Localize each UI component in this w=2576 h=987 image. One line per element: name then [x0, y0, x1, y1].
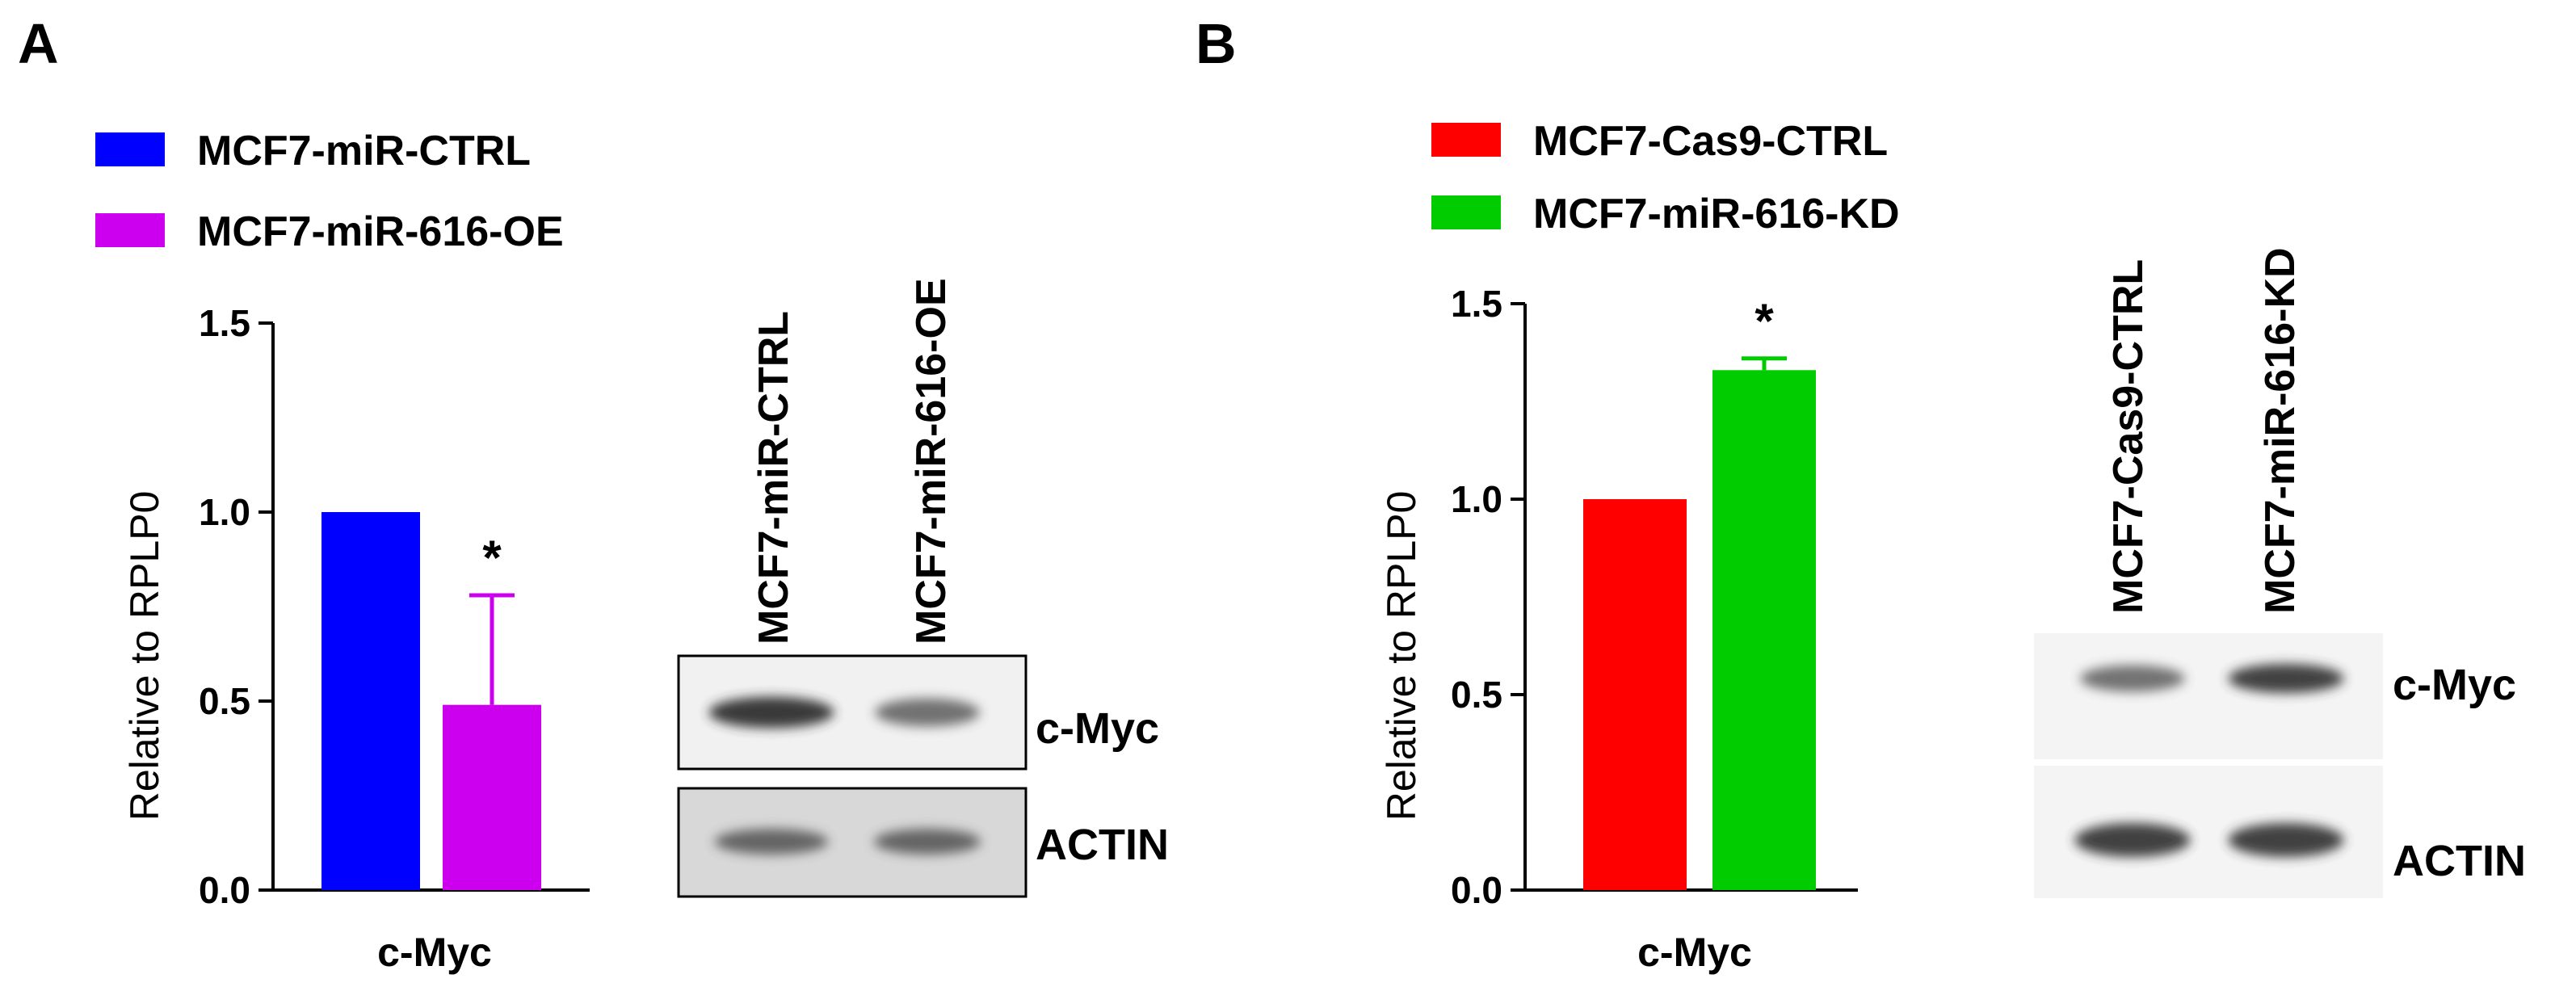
chart-b-bar-0	[1583, 499, 1687, 890]
chart-b-y-tick-label-2: 1.0	[1451, 478, 1502, 520]
blot-b-band-1-lane-0	[2074, 822, 2191, 858]
chart-a-significance-0: *	[482, 531, 502, 585]
blot-a-cmyc-label: c-Myc	[1036, 704, 1159, 753]
panel-a-y-axis-label: Relative to RPLP0	[122, 491, 167, 821]
chart-a-y-tick-label-1: 0.5	[199, 680, 250, 722]
panel-a-western-blot: MCF7-miR-CTRL MCF7-miR-616-OE c-Myc ACTI…	[677, 278, 1169, 898]
blot-a-lane-label-1: MCF7-miR-CTRL	[750, 311, 797, 645]
chart-b-y-tick-label-3: 1.5	[1451, 283, 1502, 325]
blot-b-actin-label: ACTIN	[2393, 837, 2526, 885]
panel-b-legend: MCF7-Cas9-CTRL MCF7-miR-616-KD	[1431, 118, 1900, 237]
panel-a-bar-chart: Relative to RPLP0 c-Myc 0.0 0.5 1.0 1.5 *	[122, 302, 590, 975]
blot-a-actin-label: ACTIN	[1036, 821, 1169, 869]
panel-a-letter: A	[18, 12, 59, 75]
chart-a-y-tick-label-0: 0.0	[199, 869, 250, 911]
legend-label-miR-616-KD: MCF7-miR-616-KD	[1533, 191, 1900, 237]
legend-swatch-Cas9-CTRL	[1431, 123, 1501, 157]
legend-label-miR-616-OE: MCF7-miR-616-OE	[197, 208, 564, 255]
chart-a-bar-1	[443, 704, 541, 890]
blot-b-band-0-lane-1	[2228, 663, 2344, 694]
blot-b-cmyc-membrane	[2034, 633, 2383, 759]
chart-b-significance-0: *	[1754, 294, 1774, 348]
panel-a-category-label: c-Myc	[377, 930, 492, 975]
legend-label-miR-CTRL: MCF7-miR-CTRL	[197, 128, 531, 174]
legend-swatch-miR-616-OE	[95, 213, 165, 247]
panel-a-legend: MCF7-miR-CTRL MCF7-miR-616-OE	[95, 128, 564, 255]
blot-a-band-1-lane-1	[874, 829, 981, 855]
blot-a-band-0-lane-0	[708, 696, 834, 729]
chart-a-y-tick-label-2: 1.0	[199, 491, 250, 533]
blot-a-band-1-lane-0	[714, 829, 829, 855]
blot-a-band-0-lane-1	[875, 698, 980, 727]
legend-swatch-miR-616-KD	[1431, 195, 1501, 229]
panel-b-letter: B	[1196, 12, 1237, 75]
blot-b-lane-label-1: MCF7-Cas9-CTRL	[2105, 259, 2152, 614]
blot-a-lane-label-2: MCF7-miR-616-OE	[908, 278, 955, 645]
blot-b-lane-label-2: MCF7-miR-616-KD	[2257, 247, 2304, 614]
panel-b-bar-chart: Relative to RPLP0 c-Myc 0.0 0.5 1.0 1.5 *	[1379, 283, 1858, 975]
legend-label-Cas9-CTRL: MCF7-Cas9-CTRL	[1533, 118, 1888, 165]
blot-b-band-0-lane-0	[2080, 665, 2185, 692]
chart-b-y-tick-label-0: 0.0	[1451, 869, 1502, 911]
blot-b-band-1-lane-1	[2228, 822, 2344, 858]
legend-swatch-miR-CTRL	[95, 132, 165, 166]
chart-a-bar-0	[321, 512, 420, 890]
chart-a-y-tick-label-3: 1.5	[199, 302, 250, 344]
panel-b-y-axis-label: Relative to RPLP0	[1379, 491, 1424, 821]
blot-b-cmyc-label: c-Myc	[2393, 661, 2516, 709]
panel-b-category-label: c-Myc	[1637, 930, 1752, 975]
chart-b-bar-1	[1712, 370, 1816, 890]
chart-b-y-tick-label-1: 0.5	[1451, 674, 1502, 716]
panel-b-western-blot: MCF7-Cas9-CTRL MCF7-miR-616-KD c-Myc ACT…	[2034, 247, 2526, 898]
